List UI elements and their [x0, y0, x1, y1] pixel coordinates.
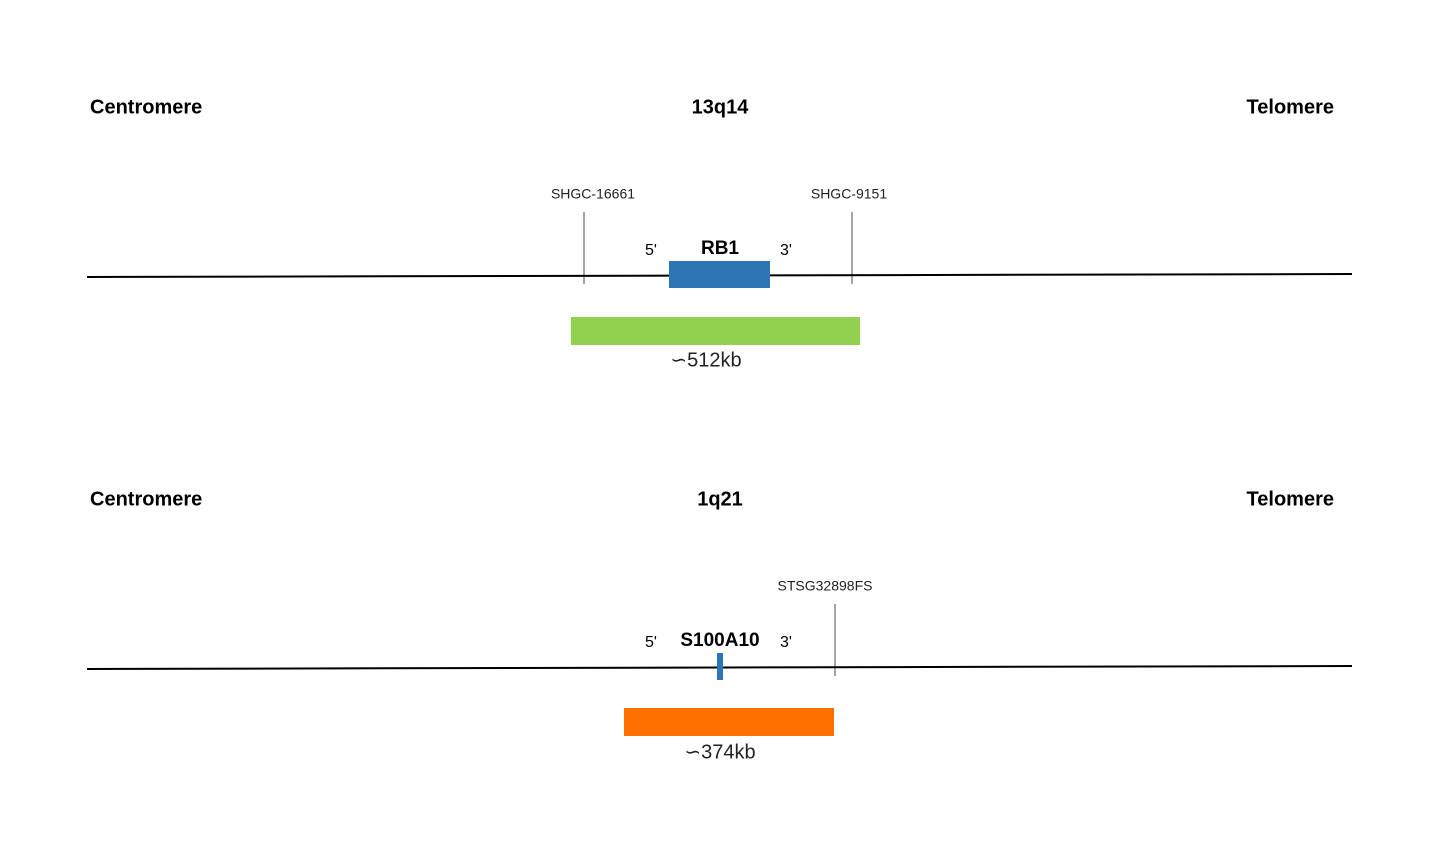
telomere-label: Telomere: [1247, 488, 1334, 510]
centromere-label: Centromere: [90, 488, 202, 510]
gene-label: RB1: [701, 238, 739, 259]
band-label: 13q14: [692, 96, 750, 118]
gene-box: [669, 261, 770, 288]
centromere-label: Centromere: [90, 96, 202, 118]
telomere-label: Telomere: [1247, 96, 1334, 118]
five-prime-label: 5': [645, 634, 657, 651]
marker-label: SHGC-16661: [551, 186, 635, 202]
panel: Centromere 1q21 Telomere STSG32898FS 5' …: [86, 488, 1353, 763]
marker-label: STSG32898FS: [778, 578, 873, 594]
panel: Centromere 13q14 Telomere SHGC-16661 SHG…: [86, 96, 1353, 371]
probe-size-label: ∽512kb: [670, 349, 741, 371]
probe-size-label: ∽374kb: [684, 741, 755, 763]
probe-box: [571, 317, 860, 345]
probe-box: [624, 708, 834, 736]
gene-box: [717, 653, 723, 680]
three-prime-label: 3': [780, 242, 792, 259]
gene-label: S100A10: [680, 630, 759, 651]
three-prime-label: 3': [780, 634, 792, 651]
five-prime-label: 5': [645, 242, 657, 259]
marker-label: SHGC-9151: [811, 186, 887, 202]
band-label: 1q21: [697, 488, 743, 510]
